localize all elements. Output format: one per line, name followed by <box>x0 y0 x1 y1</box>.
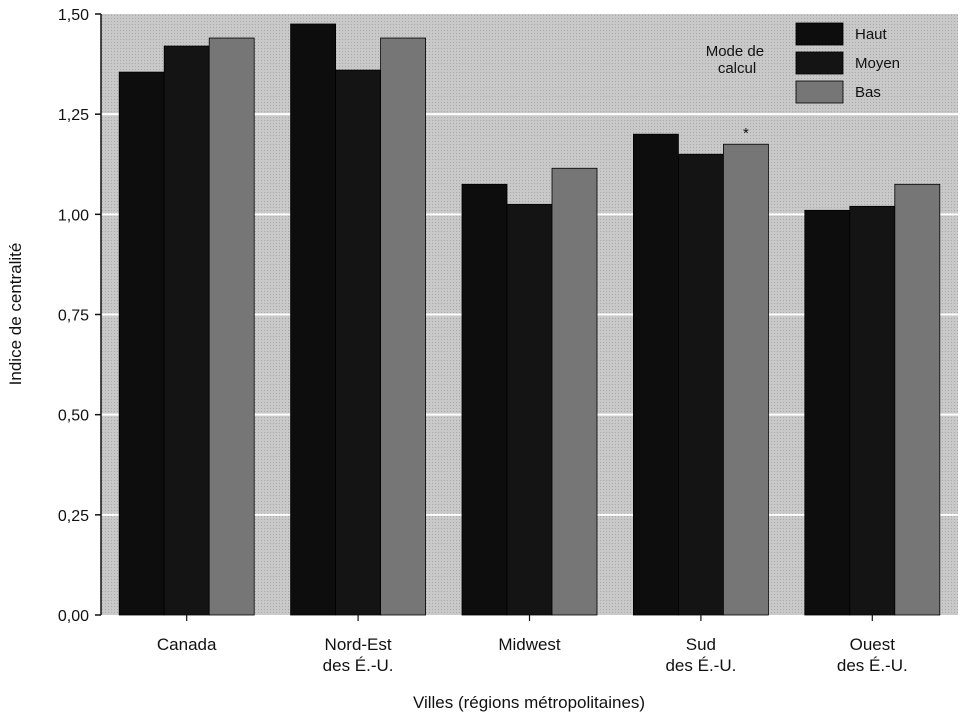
x-category-label-line: Midwest <box>498 635 561 654</box>
x-category-label-line: des É.-U. <box>323 656 394 675</box>
x-category-label-line: Nord-Est <box>325 635 392 654</box>
bar-bas <box>380 37 427 616</box>
bar-haut <box>118 71 165 616</box>
bar-haut <box>461 183 508 616</box>
x-category-label-line: Sud <box>686 635 716 654</box>
bars <box>118 23 941 616</box>
legend-title-line-2: calcul <box>718 60 756 77</box>
legend-swatch-haut <box>795 22 844 46</box>
bar-bas <box>894 183 941 616</box>
y-tick-label: 0,00 <box>58 608 89 625</box>
y-tick-label: 1,25 <box>58 107 89 124</box>
y-tick-label: 0,25 <box>58 508 89 525</box>
y-axis-ticks: 0,00 0,25 0,50 0,75 1,00 1,25 1,50 <box>58 7 101 625</box>
x-category-label-line: Canada <box>157 635 217 654</box>
x-category-label-line: Ouest <box>850 635 896 654</box>
x-axis-title: Villes (régions métropolitaines) <box>413 693 645 712</box>
x-axis-labels: Canada Nord-Est des É.-U. Midwest Sud des É.-… <box>157 615 908 675</box>
legend-label-moyen: Moyen <box>855 55 900 72</box>
annotation-asterisk: * <box>743 125 749 142</box>
bar-moyen <box>506 203 553 616</box>
legend-title-line-1: Mode de <box>706 43 764 60</box>
bar-haut <box>633 133 679 616</box>
legend-label-bas: Bas <box>855 84 881 101</box>
y-tick-label: 1,00 <box>58 207 89 224</box>
bar-bas <box>551 167 598 616</box>
bar-moyen <box>849 205 896 616</box>
legend-swatch-bas <box>795 80 844 104</box>
legend-title: Mode de calcul <box>706 43 769 77</box>
x-category-label-line: des É.-U. <box>837 656 908 675</box>
y-tick-label: 0,75 <box>58 308 89 325</box>
x-category-label-line: des É.-U. <box>665 656 736 675</box>
y-tick-label: 0,50 <box>58 408 89 425</box>
legend-label-haut: Haut <box>855 26 888 43</box>
bar-haut <box>804 209 851 616</box>
legend-swatch-moyen <box>795 51 844 75</box>
bar-bas <box>723 143 769 616</box>
bar-moyen <box>335 69 382 616</box>
x-category-label: Midwest <box>498 635 561 654</box>
x-category-label: Ouest des É.-U. <box>837 635 908 675</box>
legend: Mode de calcul Haut Moyen Bas <box>706 22 900 104</box>
x-category-label: Nord-Est des É.-U. <box>323 635 394 675</box>
bar-moyen <box>678 153 724 616</box>
y-tick-label: 1,50 <box>58 7 89 24</box>
plot-area: 0,00 0,25 0,50 0,75 1,00 1,25 1,50 Canada Nord-… <box>58 7 958 675</box>
bar-moyen <box>163 45 210 616</box>
bar-haut <box>290 23 337 616</box>
x-category-label: Sud des É.-U. <box>665 635 736 675</box>
bar-bas <box>208 37 255 616</box>
y-axis-title: Indice de centralité <box>6 243 25 386</box>
legend-items: Haut Moyen Bas <box>795 22 900 104</box>
x-category-label: Canada <box>157 635 217 654</box>
